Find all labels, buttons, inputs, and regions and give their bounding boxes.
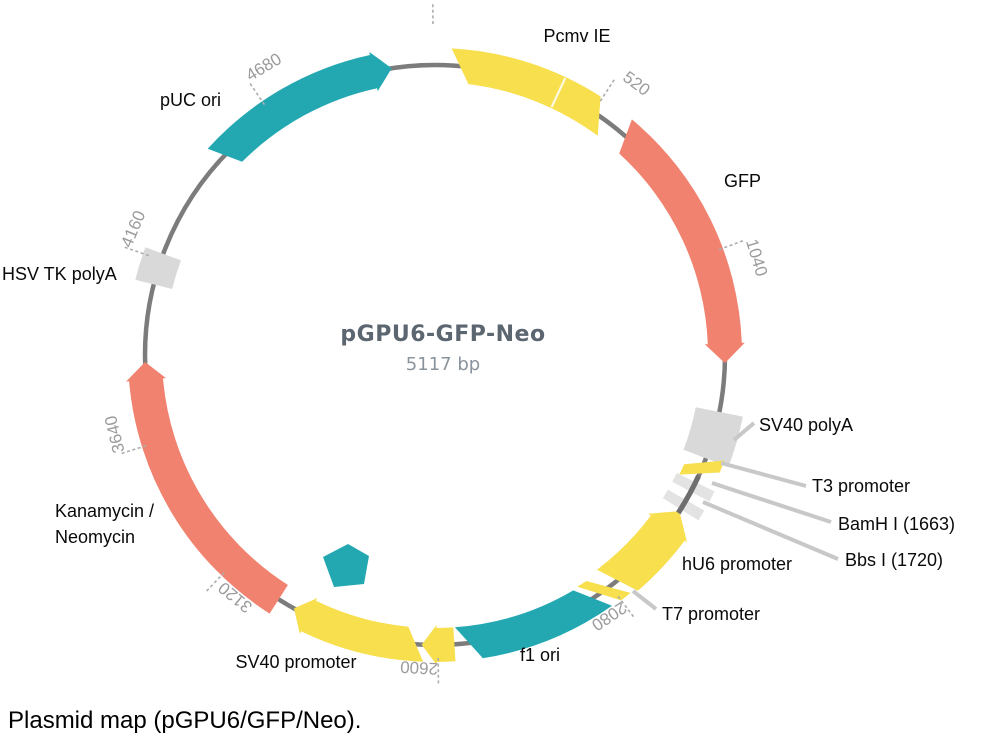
tick-label-1040: 1040 [742, 237, 771, 279]
label-sv40-promoter: SV40 promoter [235, 652, 356, 672]
tick-label-4680: 4680 [243, 49, 285, 85]
callout-sv40-polya-leader [732, 421, 756, 442]
feature-puc-ori [207, 52, 392, 162]
feature-sv40-promoter [294, 598, 424, 662]
feature-t7-promoter [577, 581, 631, 601]
callout-t3-promoter: T3 promoter [812, 476, 910, 496]
tick-dash-3120 [205, 572, 225, 592]
label-puc-ori: pUC ori [160, 90, 221, 110]
primer-marker [323, 544, 369, 587]
tick-dash-4160 [123, 246, 150, 257]
feature-t3-promoter [679, 460, 725, 475]
tick-label-3640: 3640 [101, 414, 129, 455]
callout-t3-promoter-leader [720, 461, 807, 488]
feature-sv40-polya [683, 407, 743, 467]
tick-label-4160: 4160 [117, 208, 149, 250]
label-kanamycin-neomycin: Kanamycin / Neomycin [55, 501, 154, 547]
plasmid-size: 5117 bp [406, 354, 480, 375]
tick-dash-520 [599, 78, 616, 102]
feature-f1-ori [454, 590, 612, 659]
tick-label-2600: 2600 [400, 657, 439, 678]
feature-divider-pcmv-ie [550, 77, 567, 108]
label-gfp: GFP [724, 171, 761, 191]
callout-bbsi: Bbs I (1720) [845, 550, 943, 570]
label-hu6-promoter: hU6 promoter [682, 554, 792, 574]
feature-pcmv-ie [451, 48, 601, 136]
label-hsv-tk-polya: HSV TK polyA [2, 264, 117, 284]
label-pcmv-ie: Pcmv IE [543, 26, 610, 46]
label-f1-ori: f1 ori [520, 645, 560, 665]
callout-bbsi-leader [702, 500, 839, 561]
callout-t7-promoter: T7 promoter [662, 604, 760, 624]
callout-bamhi: BamH I (1663) [838, 514, 955, 534]
tick-label-520: 520 [619, 68, 653, 100]
tick-dash-4680 [249, 82, 266, 106]
feature-hsv-tk-polya [135, 247, 181, 289]
tick-dash-1040 [718, 239, 744, 251]
callout-bamhi-leader [711, 481, 832, 524]
backbone-overlay-sites [676, 475, 701, 515]
figure-caption: Plasmid map (pGPU6/GFP/Neo). [8, 707, 361, 734]
feature-gfp [619, 119, 745, 364]
tick-dash-3640 [120, 444, 147, 455]
plasmid-name: pGPU6-GFP-Neo [340, 322, 545, 347]
callout-sv40-polya: SV40 polyA [759, 415, 853, 435]
feature-hu6-promoter [597, 511, 687, 591]
feature-kanamycin-neomycin [126, 362, 288, 614]
tick-dash-2080 [617, 595, 635, 618]
feature-sv40-promoter-arrow [421, 625, 456, 665]
callout-t7-promoter-leader [631, 589, 658, 611]
